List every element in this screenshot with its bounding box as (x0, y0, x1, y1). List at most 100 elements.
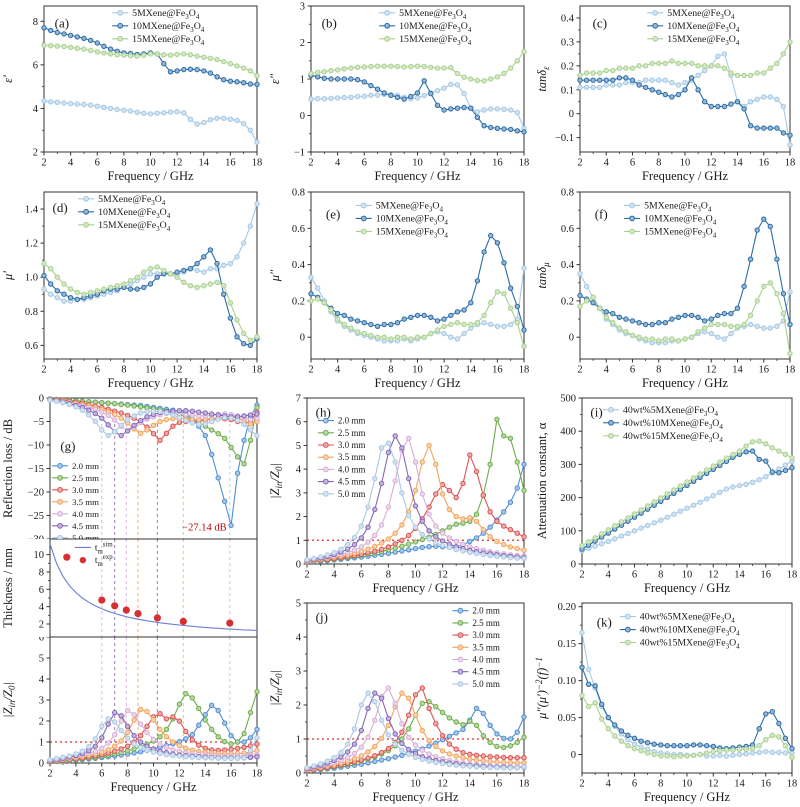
panel-d: 2 4 6 8 10 12 14 16 18 0.6 0.8 1.0 1.2 1.4 Frequency /… (0, 186, 267, 393)
svg-text:10MXene@Fe3O4: 10MXene@Fe3O4 (399, 21, 472, 34)
svg-text:10: 10 (34, 550, 45, 561)
svg-text:500: 500 (560, 394, 576, 405)
svg-text:10MXene@Fe3O4: 10MXene@Fe3O4 (132, 21, 205, 34)
svg-text:0.6: 0.6 (292, 224, 305, 235)
svg-text:1: 1 (296, 536, 301, 547)
svg-text:0.4: 0.4 (561, 260, 575, 271)
svg-text:8: 8 (125, 769, 130, 780)
svg-text:10MXene@Fe3O4: 10MXene@Fe3O4 (667, 21, 740, 34)
panel-f: 2 4 6 8 10 12 14 16 18 0 0.2 0.4 0.6 0.8 Frequency / G… (534, 186, 800, 393)
svg-text:1.2: 1.2 (25, 239, 38, 250)
svg-text:2: 2 (39, 619, 44, 630)
svg-text:4: 4 (73, 769, 79, 780)
svg-text:tanδε: tanδε (535, 66, 551, 92)
svg-text:12: 12 (706, 158, 717, 169)
svg-text:2: 2 (41, 158, 46, 169)
svg-text:6: 6 (359, 779, 364, 790)
svg-text:μ′: μ′ (1, 271, 15, 281)
svg-text:10: 10 (410, 779, 421, 790)
svg-text:3.5 mm: 3.5 mm (472, 642, 500, 652)
svg-text:40wt%10MXene@Fe3O4: 40wt%10MXene@Fe3O4 (623, 418, 723, 431)
svg-text:0.6: 0.6 (561, 224, 574, 235)
svg-text:−5: −5 (33, 417, 44, 428)
svg-text:14: 14 (200, 769, 211, 780)
svg-text:0.8: 0.8 (561, 188, 574, 199)
svg-text:(b): (b) (322, 16, 337, 31)
svg-text:0: 0 (39, 394, 44, 405)
svg-text:5MXene@Fe3O4: 5MXene@Fe3O4 (98, 194, 166, 207)
svg-text:6: 6 (362, 365, 367, 376)
chart-d-mu-prime: 2 4 6 8 10 12 14 16 18 0.6 0.8 1.0 1.2 1.4 Frequency /… (1, 191, 263, 390)
svg-text:Thickness / mm: Thickness / mm (1, 548, 15, 628)
svg-text:0.4: 0.4 (292, 260, 306, 271)
chart-c-tan-delta-e: 2 4 6 8 10 12 14 16 18 −0.1 0 0.1 0.2 0.3 0.4 Frequency… (535, 5, 795, 183)
svg-text:6: 6 (630, 365, 635, 376)
svg-text:16: 16 (761, 779, 772, 790)
svg-text:4.5 mm: 4.5 mm (338, 477, 366, 487)
svg-text:0: 0 (569, 333, 574, 344)
svg-text:−27.14 dB: −27.14 dB (182, 523, 226, 534)
svg-text:40wt%15MXene@Fe3O4: 40wt%15MXene@Fe3O4 (640, 638, 740, 651)
svg-text:14: 14 (732, 365, 743, 376)
svg-text:|Zin/Z0|: |Zin/Z0| (268, 670, 284, 706)
svg-text:2.0 mm: 2.0 mm (72, 461, 99, 471)
svg-text:8: 8 (658, 570, 663, 581)
svg-text:18: 18 (787, 570, 798, 581)
svg-text:Frequency / GHz: Frequency / GHz (642, 169, 729, 183)
svg-text:5.0 mm: 5.0 mm (338, 489, 366, 499)
svg-text:14: 14 (466, 365, 477, 376)
chart-f-tan-delta-mu: 2 4 6 8 10 12 14 16 18 0 0.2 0.4 0.6 0.8 Frequency / G… (535, 188, 796, 391)
svg-text:−15: −15 (28, 464, 44, 475)
svg-text:0.10: 0.10 (558, 676, 576, 687)
svg-text:4: 4 (68, 158, 74, 169)
svg-text:−10: −10 (28, 441, 44, 452)
svg-text:8: 8 (656, 158, 661, 169)
svg-text:Frequency / GHz: Frequency / GHz (374, 169, 461, 183)
svg-text:0.20: 0.20 (558, 602, 576, 613)
svg-text:0: 0 (571, 750, 576, 761)
svg-text:16: 16 (492, 779, 503, 790)
svg-text:3.0 mm: 3.0 mm (338, 440, 366, 450)
svg-text:5.0 mm: 5.0 mm (472, 679, 500, 689)
svg-text:0: 0 (300, 111, 305, 122)
svg-text:7: 7 (296, 394, 301, 405)
svg-text:40wt%10MXene@Fe3O4: 40wt%10MXene@Fe3O4 (640, 625, 740, 638)
svg-text:2: 2 (39, 717, 44, 728)
svg-text:16: 16 (759, 158, 770, 169)
chart-k-mu-f-criterion: 2 4 6 8 10 12 14 16 18 0 0.05 0.10 0.15 0.20 Frequency… (534, 602, 798, 804)
svg-text:μ″: μ″ (268, 269, 282, 282)
svg-text:18: 18 (252, 365, 263, 376)
svg-text:8: 8 (39, 567, 44, 578)
svg-text:−0.1: −0.1 (555, 133, 574, 144)
svg-text:5MXene@Fe3O4: 5MXene@Fe3O4 (399, 8, 467, 21)
svg-text:12: 12 (708, 570, 719, 581)
svg-text:−25: −25 (28, 511, 44, 522)
svg-text:18: 18 (787, 779, 798, 790)
svg-text:4: 4 (68, 365, 74, 376)
svg-text:18: 18 (785, 365, 796, 376)
svg-text:15MXene@Fe3O4: 15MXene@Fe3O4 (132, 34, 205, 47)
svg-text:4.5 mm: 4.5 mm (472, 667, 500, 677)
svg-text:Frequency / GHz: Frequency / GHz (644, 790, 731, 804)
panel-c: 2 4 6 8 10 12 14 16 18 −0.1 0 0.1 0.2 0.3 0.4 Frequency… (534, 0, 800, 186)
svg-text:4: 4 (604, 158, 610, 169)
svg-text:10: 10 (680, 365, 691, 376)
svg-text:0.8: 0.8 (25, 307, 38, 318)
svg-text:−30: −30 (28, 535, 44, 540)
svg-text:2: 2 (579, 570, 584, 581)
svg-text:0.2: 0.2 (561, 61, 574, 72)
svg-text:Frequency / GHz: Frequency / GHz (372, 581, 459, 595)
svg-text:|Zin/Z0|: |Zin/Z0| (1, 682, 17, 718)
svg-text:(j): (j) (316, 610, 328, 625)
svg-text:0.15: 0.15 (558, 639, 576, 650)
svg-text:18: 18 (519, 365, 530, 376)
svg-text:400: 400 (560, 427, 576, 438)
svg-text:2.5 mm: 2.5 mm (338, 428, 366, 438)
svg-text:5: 5 (296, 441, 301, 452)
svg-text:14: 14 (734, 570, 745, 581)
svg-text:8: 8 (388, 158, 393, 169)
svg-text:8: 8 (121, 158, 126, 169)
